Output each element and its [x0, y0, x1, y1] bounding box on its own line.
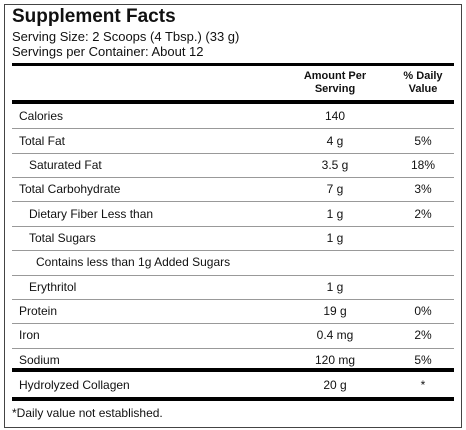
amount: 140	[324, 109, 346, 124]
row-label: Total Fat	[19, 133, 66, 148]
servings-per-container: Servings per Container: About 12	[12, 44, 204, 59]
row-rule	[12, 201, 454, 203]
row-rule	[12, 298, 454, 300]
row-rule	[12, 347, 454, 349]
row-rule	[12, 225, 454, 227]
daily-value: 5%	[414, 133, 432, 148]
row-label: Total Sugars	[29, 230, 96, 245]
thick-rule	[12, 63, 454, 66]
amount: 1 g	[326, 206, 344, 221]
amount: 19 g	[323, 304, 347, 319]
dv-header: % Daily Value	[403, 70, 443, 95]
daily-value: 5%	[414, 352, 432, 367]
amount: 120 mg	[314, 352, 356, 367]
row-rule	[12, 250, 454, 252]
amount-header: Amount Per Serving	[303, 70, 367, 95]
row-rule	[12, 177, 454, 179]
row-rule	[12, 128, 454, 130]
row-label: Contains less than 1g Added Sugars	[36, 255, 231, 270]
row-label: Saturated Fat	[29, 157, 102, 172]
daily-value: 18%	[410, 157, 436, 172]
row-label: Erythritol	[29, 279, 77, 294]
thick-rule	[12, 397, 454, 401]
daily-value: 2%	[414, 328, 432, 343]
daily-value: 2%	[414, 206, 432, 221]
amount: 0.4 mg	[316, 328, 354, 343]
row-label: Hydrolyzed Collagen	[19, 377, 130, 392]
row-label: Iron	[19, 328, 40, 343]
thick-rule	[12, 100, 454, 104]
outer-border	[4, 4, 462, 428]
footnote: *Daily value not established.	[12, 406, 163, 420]
row-label: Dietary Fiber Less than	[29, 206, 154, 221]
row-label: Sodium	[19, 352, 60, 367]
row-rule	[12, 274, 454, 276]
daily-value: *	[420, 377, 426, 392]
title: Supplement Facts	[12, 6, 176, 27]
row-label: Total Carbohydrate	[19, 182, 121, 197]
amount: 4 g	[326, 133, 344, 148]
row-rule	[12, 152, 454, 154]
amount: 1 g	[326, 279, 344, 294]
amount: 7 g	[326, 182, 344, 197]
amount: 3.5 g	[321, 157, 349, 172]
row-rule	[12, 323, 454, 325]
row-label: Calories	[19, 109, 64, 124]
amount: 20 g	[323, 377, 347, 392]
daily-value: 0%	[414, 304, 432, 319]
serving-size: Serving Size: 2 Scoops (4 Tbsp.) (33 g)	[12, 29, 240, 44]
row-label: Protein	[19, 304, 58, 319]
thick-rule	[12, 368, 454, 372]
amount: 1 g	[326, 230, 344, 245]
daily-value: 3%	[414, 182, 432, 197]
